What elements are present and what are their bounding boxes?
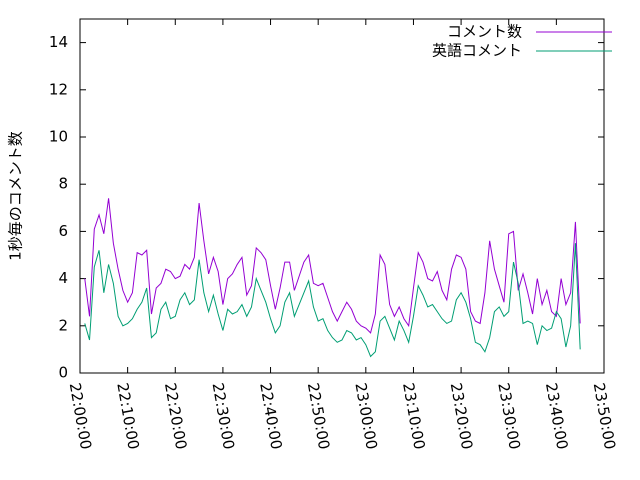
y-tick-label: 2 bbox=[58, 316, 68, 334]
y-tick-label: 6 bbox=[58, 222, 68, 240]
x-tick-label: 23:00:00 bbox=[351, 381, 380, 450]
y-tick-label: 8 bbox=[58, 175, 68, 193]
x-tick-label: 22:00:00 bbox=[66, 381, 95, 450]
data-line bbox=[84, 198, 581, 334]
y-tick-label: 10 bbox=[49, 128, 68, 146]
x-tick-label: 22:20:00 bbox=[161, 381, 190, 450]
x-tick-label: 22:40:00 bbox=[256, 381, 285, 450]
x-tick-label: 22:50:00 bbox=[304, 381, 333, 450]
y-tick-label: 4 bbox=[58, 269, 68, 287]
y-axis-label: 1秒毎のコメント数 bbox=[7, 131, 25, 261]
x-tick-label: 23:40:00 bbox=[542, 381, 571, 450]
y-tick-label: 14 bbox=[49, 33, 68, 51]
x-tick-label: 23:50:00 bbox=[590, 381, 619, 450]
x-tick-label: 22:10:00 bbox=[113, 381, 142, 450]
x-tick-label: 22:30:00 bbox=[209, 381, 238, 450]
data-line bbox=[84, 243, 581, 358]
x-tick-label: 23:20:00 bbox=[447, 381, 476, 450]
x-tick-label: 23:10:00 bbox=[399, 381, 428, 450]
y-tick-label: 12 bbox=[49, 80, 68, 98]
y-tick-label: 0 bbox=[58, 364, 68, 382]
legend-label: コメント数 bbox=[447, 23, 522, 41]
legend-label: 英語コメント bbox=[432, 42, 522, 60]
plot-frame bbox=[79, 18, 605, 374]
x-tick-label: 23:30:00 bbox=[494, 381, 523, 450]
